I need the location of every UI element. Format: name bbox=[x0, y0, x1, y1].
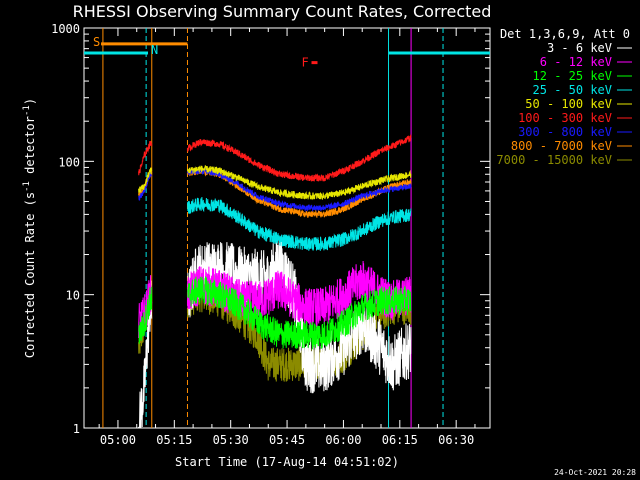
x-tick-label: 06:15 bbox=[382, 433, 418, 447]
y-axis-ticks: 1 10 100 1000 bbox=[51, 22, 490, 436]
series-group bbox=[138, 134, 412, 429]
x-tick-label: 05:00 bbox=[100, 433, 136, 447]
legend-label: 100 - 300 keV bbox=[518, 111, 612, 125]
legend-label: 300 - 800 keV bbox=[518, 125, 612, 139]
legend-label: 50 - 100 keV bbox=[525, 97, 612, 111]
series-line bbox=[138, 166, 412, 213]
flag-label-f: F bbox=[301, 56, 308, 70]
legend-label: 7000 - 15000 keV bbox=[496, 153, 612, 167]
x-tick-label: 06:30 bbox=[438, 433, 474, 447]
legend-label: 6 - 12 keV bbox=[540, 55, 612, 69]
y-axis-label-end: ) bbox=[23, 98, 37, 105]
legend-label: 25 - 50 keV bbox=[533, 83, 612, 97]
chart-title: RHESSI Observing Summary Count Rates, Co… bbox=[73, 2, 492, 21]
series-line bbox=[138, 276, 412, 350]
y-axis-label-main: Corrected Count Rate (s bbox=[23, 192, 37, 358]
series-line bbox=[187, 196, 412, 251]
y-axis-label: Corrected Count Rate (s-1 detector-1) bbox=[22, 98, 37, 358]
series-line bbox=[138, 165, 412, 201]
x-tick-label: 06:00 bbox=[325, 433, 361, 447]
x-axis-ticks: 05:00 05:15 05:30 05:45 06:00 06:15 06:30 bbox=[98, 28, 476, 447]
series-line bbox=[138, 134, 412, 182]
x-axis-label: Start Time (17-Aug-14 04:51:02) bbox=[175, 455, 399, 469]
y-tick-label: 1000 bbox=[51, 22, 80, 36]
flag-label-s: S bbox=[93, 35, 100, 49]
legend-header: Det 1,3,6,9, Att 0 bbox=[500, 27, 630, 41]
y-tick-label: 10 bbox=[66, 289, 80, 303]
y-tick-label: 1 bbox=[73, 422, 80, 436]
generated-date: 24-Oct-2021 20:28 bbox=[554, 468, 636, 477]
x-tick-label: 05:45 bbox=[269, 433, 305, 447]
legend-label: 800 - 7000 keV bbox=[511, 139, 612, 153]
y-axis-label-mid: detector bbox=[23, 116, 37, 181]
flag-label-n: N bbox=[151, 43, 158, 57]
legend-label: 12 - 25 keV bbox=[533, 69, 612, 83]
x-tick-label: 05:30 bbox=[213, 433, 249, 447]
y-axis-label-sup1: -1 bbox=[22, 181, 32, 192]
flag-bars: S N F bbox=[84, 35, 490, 70]
y-axis-label-sup2: -1 bbox=[22, 105, 32, 116]
legend-label: 3 - 6 keV bbox=[547, 41, 612, 55]
x-tick-label: 05:15 bbox=[156, 433, 192, 447]
y-tick-label: 100 bbox=[58, 155, 80, 169]
